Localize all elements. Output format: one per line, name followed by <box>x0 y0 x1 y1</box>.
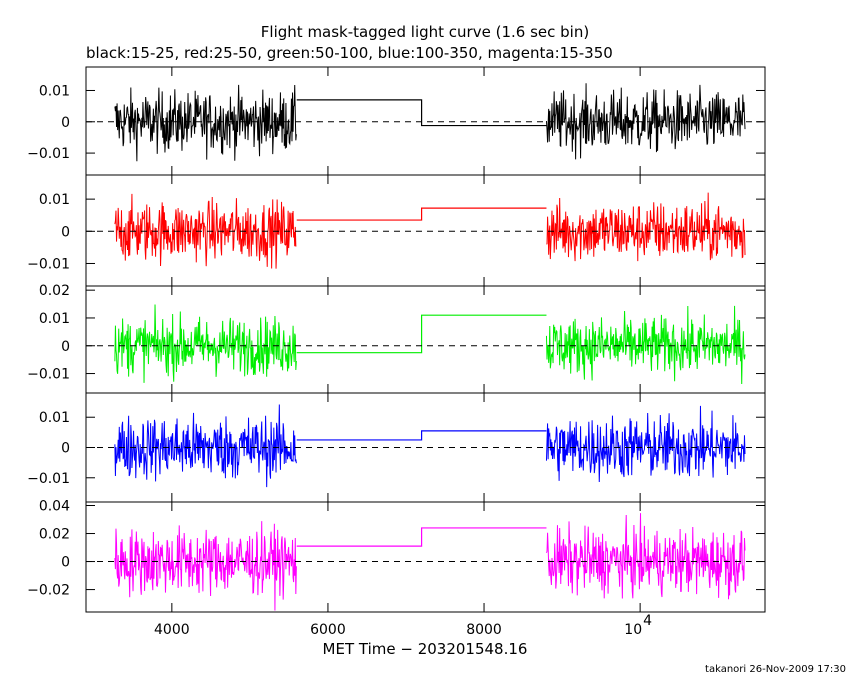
panels-group: 0.01 0 −0.01 0.01 0 −0.01 0.02 0.01 0 −0.01 0.01 0 −… <box>27 66 766 613</box>
series-100-350-segment-2 <box>545 405 746 482</box>
series-25-50-segment-2 <box>546 192 746 262</box>
y-tick-label-100-350: −0.01 <box>27 471 70 487</box>
y-tick-label-50-100: −0.01 <box>27 367 70 383</box>
x-tick-label: 8000 <box>466 622 502 638</box>
x-tick-exponent: 4 <box>643 613 652 629</box>
x-tick-label: 10 <box>624 622 642 638</box>
chart-subtitle: black:15-25, red:25-50, green:50-100, bl… <box>86 44 613 62</box>
series-100-350-gap-step <box>296 430 547 441</box>
y-tick-label-25-50: 0 <box>61 224 70 240</box>
series-15-25-segment-2 <box>545 83 746 160</box>
y-tick-label-15-350: 0 <box>61 555 70 571</box>
x-axis: 4000 6000 8000 104 <box>154 613 652 638</box>
panel-50-100: 0.02 0.01 0 −0.01 <box>27 283 766 394</box>
y-tick-label-15-350: −0.02 <box>27 583 70 599</box>
panel-15-25: 0.01 0 −0.01 <box>27 66 766 176</box>
y-tick-label-25-50: 0.01 <box>39 192 70 208</box>
series-50-100-gap-step <box>296 314 547 354</box>
y-tick-label-100-350: 0.01 <box>39 410 70 426</box>
series-15-25-segment-1 <box>114 84 297 162</box>
series-50-100-segment-2 <box>545 305 746 384</box>
series-25-50-gap-step <box>296 207 547 221</box>
series-15-350-segment-2 <box>546 513 746 600</box>
panel-25-50: 0.01 0 −0.01 <box>27 174 766 287</box>
y-tick-label-50-100: 0.01 <box>39 311 70 327</box>
panel-15-350: 0.04 0.02 0 −0.02 <box>27 499 766 613</box>
y-tick-label-15-25: −0.01 <box>27 146 70 162</box>
y-tick-label-100-350: 0 <box>61 441 70 457</box>
series-50-100-segment-1 <box>114 304 297 383</box>
panel-100-350: 0.01 0 −0.01 <box>27 392 766 503</box>
y-tick-label-50-100: 0.02 <box>39 283 70 299</box>
series-25-50-segment-1 <box>114 193 297 269</box>
series-100-350-segment-1 <box>114 404 297 488</box>
series-15-25-gap-step <box>296 99 547 127</box>
y-tick-label-25-50: −0.01 <box>27 256 70 272</box>
y-tick-label-15-350: 0.04 <box>39 499 70 515</box>
series-15-350-gap-step <box>296 527 547 547</box>
y-tick-label-15-25: 0 <box>61 115 70 131</box>
series-15-350-segment-1 <box>114 521 297 611</box>
y-tick-label-50-100: 0 <box>61 339 70 355</box>
y-tick-label-15-350: 0.02 <box>39 527 70 543</box>
chart-title: Flight mask-tagged light curve (1.6 sec … <box>261 23 589 41</box>
panel-frame-15-350 <box>85 501 766 613</box>
x-tick-label: 4000 <box>154 622 190 638</box>
footer-credit: takanori 26-Nov-2009 17:30 <box>705 664 846 675</box>
x-tick-label: 6000 <box>310 622 346 638</box>
y-tick-label-15-25: 0.01 <box>39 83 70 99</box>
x-axis-label: MET Time − 203201548.16 <box>323 640 528 658</box>
